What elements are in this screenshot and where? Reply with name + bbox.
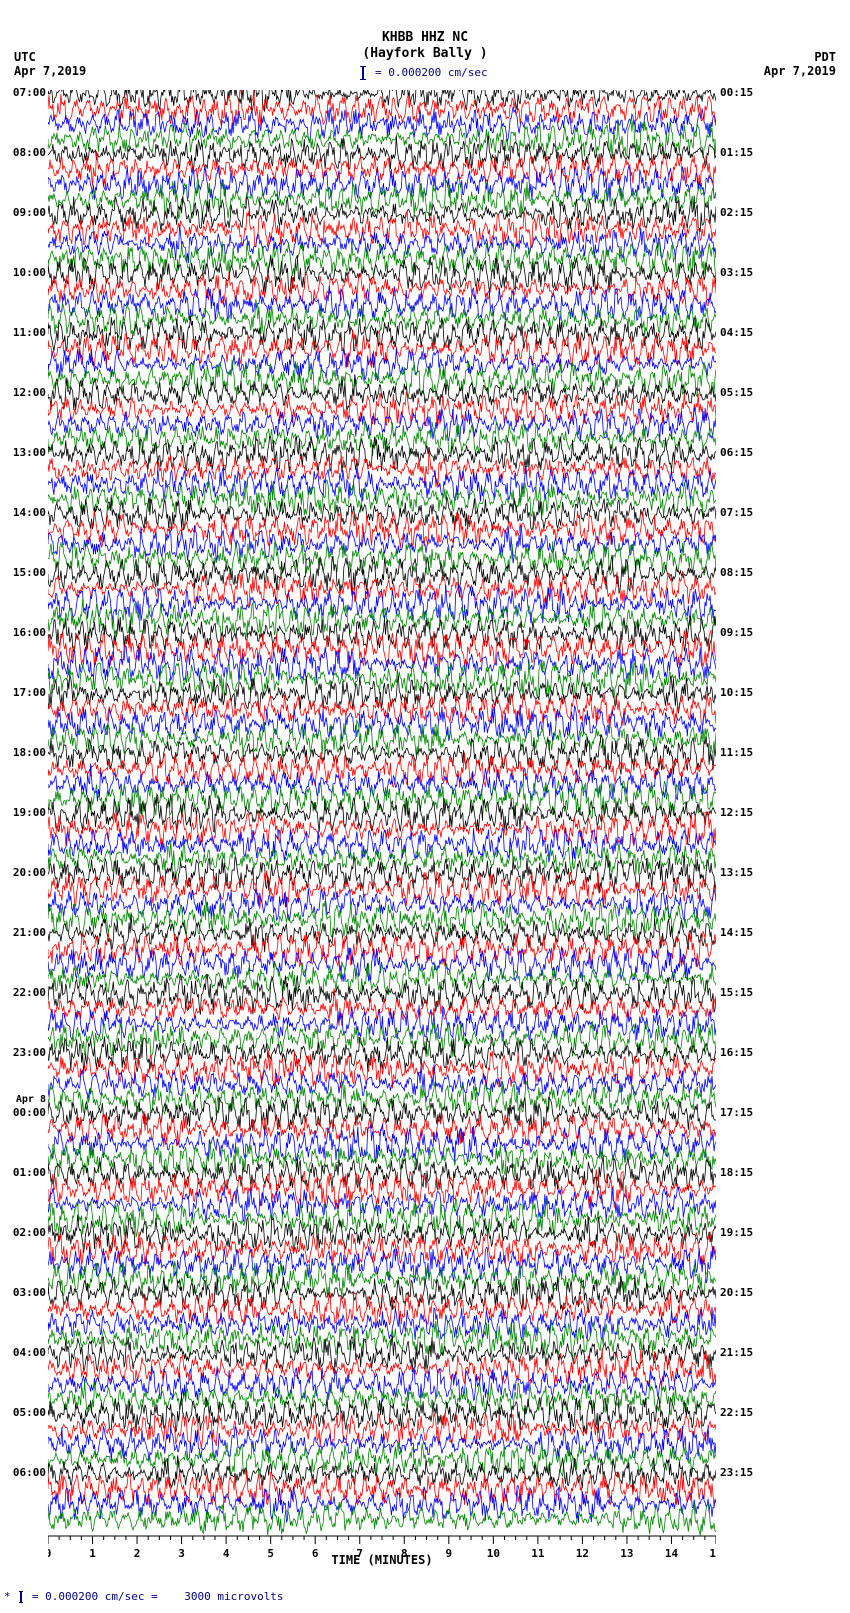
right-hour-label: 15:15: [720, 986, 753, 999]
scale-bar-icon: [362, 66, 364, 80]
right-hour-label: 14:15: [720, 926, 753, 939]
seismic-trace: [48, 1470, 716, 1506]
left-hour-label: 03:00: [13, 1286, 46, 1299]
right-hour-label: 02:15: [720, 206, 753, 219]
seismic-trace: [48, 889, 716, 921]
station-title: KHBB HHZ NC: [0, 30, 850, 45]
right-hour-label: 13:15: [720, 866, 753, 879]
right-hour-label: 23:15: [720, 1466, 753, 1479]
helicorder-svg: [48, 90, 716, 1550]
left-hour-label: 04:00: [13, 1346, 46, 1359]
left-hour-label: 23:00: [13, 1046, 46, 1059]
seismic-trace: [48, 1142, 716, 1178]
footer-text-before: = 0.000200 cm/sec =: [32, 1590, 158, 1603]
day-marker: Apr 8: [16, 1094, 46, 1105]
left-hour-label: 02:00: [13, 1226, 46, 1239]
right-hour-label: 00:15: [720, 86, 753, 99]
left-hour-label: 07:00: [13, 86, 46, 99]
seismic-trace: [48, 166, 716, 204]
left-hour-label: 08:00: [13, 146, 46, 159]
left-hour-label: 05:00: [13, 1406, 46, 1419]
right-hour-label: 06:15: [720, 446, 753, 459]
right-hour-label: 07:15: [720, 506, 753, 519]
right-hour-label: 21:15: [720, 1346, 753, 1359]
helicorder-container: KHBB HHZ NC (Hayfork Bally ) = 0.000200 …: [0, 0, 850, 1613]
left-hour-label: 15:00: [13, 566, 46, 579]
right-hour-label: 18:15: [720, 1166, 753, 1179]
tz-left: UTC: [14, 50, 36, 64]
scale-marker: = 0.000200 cm/sec: [0, 66, 850, 80]
left-hour-label: 00:00: [13, 1106, 46, 1119]
left-hour-label: 18:00: [13, 746, 46, 759]
left-hour-label: 20:00: [13, 866, 46, 879]
right-hour-label: 19:15: [720, 1226, 753, 1239]
date-left: Apr 7,2019: [14, 64, 86, 78]
left-hour-label: 10:00: [13, 266, 46, 279]
tz-right: PDT: [814, 50, 836, 64]
right-hour-label: 01:15: [720, 146, 753, 159]
left-hour-label: 11:00: [13, 326, 46, 339]
left-hour-label: 06:00: [13, 1466, 46, 1479]
right-hour-label: 03:15: [720, 266, 753, 279]
right-hour-label: 08:15: [720, 566, 753, 579]
right-hour-label: 22:15: [720, 1406, 753, 1419]
seismic-trace: [48, 360, 716, 398]
footer-text-after: 3000 microvolts: [184, 1590, 283, 1603]
right-hour-label: 12:15: [720, 806, 753, 819]
scale-text: = 0.000200 cm/sec: [375, 66, 488, 79]
left-hour-label: 16:00: [13, 626, 46, 639]
plot-area: [48, 90, 716, 1530]
right-hour-label: 11:15: [720, 746, 753, 759]
right-hour-label: 20:15: [720, 1286, 753, 1299]
left-hour-label: 21:00: [13, 926, 46, 939]
seismic-trace: [48, 616, 716, 652]
seismic-trace: [48, 1442, 716, 1478]
left-hour-label: 14:00: [13, 506, 46, 519]
seismic-trace: [48, 179, 716, 219]
left-hour-label: 09:00: [13, 206, 46, 219]
x-axis-label: TIME (MINUTES): [48, 1553, 716, 1567]
right-hour-label: 04:15: [720, 326, 753, 339]
seismic-trace: [48, 1502, 716, 1535]
footer-prefix: *: [4, 1590, 11, 1603]
right-hour-label: 09:15: [720, 626, 753, 639]
seismic-trace: [48, 721, 716, 757]
right-hour-label: 17:15: [720, 1106, 753, 1119]
left-hour-label: 13:00: [13, 446, 46, 459]
right-hour-label: 05:15: [720, 386, 753, 399]
seismic-trace: [48, 541, 716, 575]
date-right: Apr 7,2019: [764, 64, 836, 78]
x-axis: 0123456789101112131415 TIME (MINUTES): [48, 1535, 716, 1565]
seismic-trace: [48, 794, 716, 833]
footer-scale-bar-icon: [20, 1591, 22, 1603]
left-hour-label: 22:00: [13, 986, 46, 999]
left-hour-label: 01:00: [13, 1166, 46, 1179]
seismic-trace: [48, 675, 716, 713]
left-hour-label: 12:00: [13, 386, 46, 399]
footer-scale: * = 0.000200 cm/sec = 3000 microvolts: [4, 1590, 284, 1603]
right-hour-label: 10:15: [720, 686, 753, 699]
left-hour-label: 19:00: [13, 806, 46, 819]
station-subtitle: (Hayfork Bally ): [0, 46, 850, 61]
right-hour-label: 16:15: [720, 1046, 753, 1059]
left-hour-label: 17:00: [13, 686, 46, 699]
